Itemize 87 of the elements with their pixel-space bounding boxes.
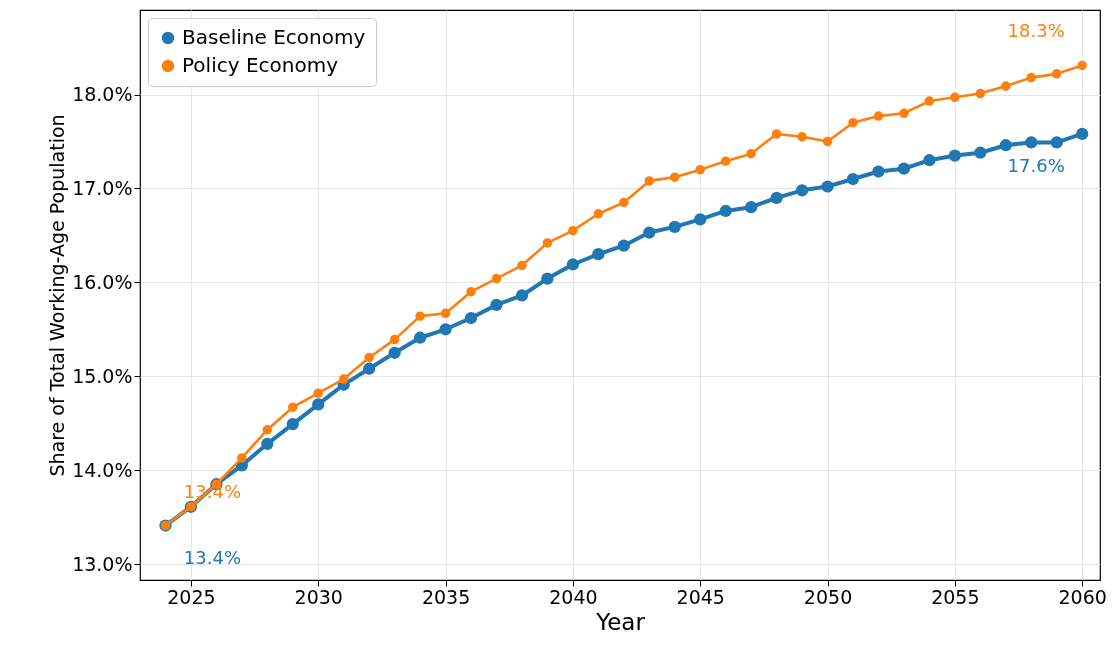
y-axis-title: Share of Total Working-Age Population	[46, 114, 69, 477]
legend-label: Baseline Economy	[182, 25, 366, 49]
point	[1001, 81, 1011, 91]
legend-label: Policy Economy	[182, 53, 339, 77]
point	[515, 289, 529, 302]
point	[363, 362, 376, 375]
point	[592, 248, 605, 261]
point	[746, 148, 756, 159]
x-tick-label: 2035	[421, 585, 471, 608]
y-tick-label: 16.0%	[72, 270, 133, 293]
point	[1051, 69, 1062, 79]
point	[415, 311, 425, 321]
point	[923, 154, 936, 167]
point	[261, 437, 274, 450]
point	[364, 352, 374, 363]
point	[950, 92, 960, 103]
point	[517, 260, 527, 271]
point	[899, 108, 909, 119]
point	[670, 172, 680, 182]
x-axis-title: Year	[595, 608, 646, 635]
x-tick-label: 2050	[803, 585, 853, 608]
point	[668, 220, 681, 234]
point	[643, 226, 656, 239]
point	[1050, 136, 1063, 149]
point	[617, 239, 630, 252]
point	[541, 272, 554, 285]
point	[619, 197, 629, 208]
x-tick-label: 2055	[931, 585, 980, 608]
point	[262, 425, 273, 435]
point	[948, 149, 961, 162]
point	[440, 308, 451, 319]
point	[974, 146, 987, 159]
point	[568, 225, 578, 236]
point	[1077, 60, 1087, 71]
x-tick-label: 2060	[1058, 585, 1107, 608]
point	[770, 191, 783, 204]
point	[695, 164, 705, 175]
point	[1026, 72, 1036, 83]
point	[1025, 136, 1038, 149]
x-tick-label: 2045	[676, 585, 725, 608]
point	[413, 331, 427, 344]
point	[542, 238, 553, 248]
point	[720, 156, 731, 166]
point	[771, 129, 782, 139]
point	[491, 273, 502, 284]
y-tick-label: 13.0%	[72, 552, 133, 575]
point	[464, 311, 478, 325]
point	[848, 117, 858, 128]
point	[439, 323, 452, 336]
point	[795, 184, 809, 197]
point	[338, 374, 349, 384]
point	[466, 286, 476, 297]
point	[897, 162, 911, 175]
point	[822, 136, 833, 147]
point	[745, 201, 758, 214]
point	[286, 418, 299, 431]
point	[719, 204, 732, 218]
point	[821, 180, 834, 193]
point	[797, 132, 807, 142]
point	[644, 176, 655, 186]
point	[873, 111, 884, 121]
point	[846, 172, 860, 186]
point	[593, 209, 604, 219]
point	[872, 165, 885, 178]
y-tick-label: 18.0%	[72, 83, 133, 106]
y-tick-label: 14.0%	[72, 458, 133, 481]
data-label: 18.3%	[1007, 20, 1065, 42]
point	[1076, 127, 1089, 141]
point	[237, 453, 247, 463]
point	[694, 213, 707, 226]
x-tick-label: 2040	[549, 585, 598, 608]
point	[312, 398, 325, 411]
point	[999, 139, 1012, 152]
y-tick-label: 15.0%	[72, 364, 133, 387]
point	[389, 334, 400, 345]
x-tick-label: 2030	[294, 585, 343, 608]
y-tick-label: 17.0%	[72, 176, 133, 199]
point	[388, 346, 401, 359]
data-label: 13.4%	[183, 546, 242, 568]
point	[490, 298, 503, 311]
point	[566, 258, 580, 271]
point	[924, 96, 935, 106]
point	[975, 88, 986, 99]
data-label: 17.6%	[1007, 154, 1065, 176]
point	[313, 388, 323, 398]
point	[288, 402, 298, 412]
x-tick-label: 2025	[167, 585, 216, 608]
